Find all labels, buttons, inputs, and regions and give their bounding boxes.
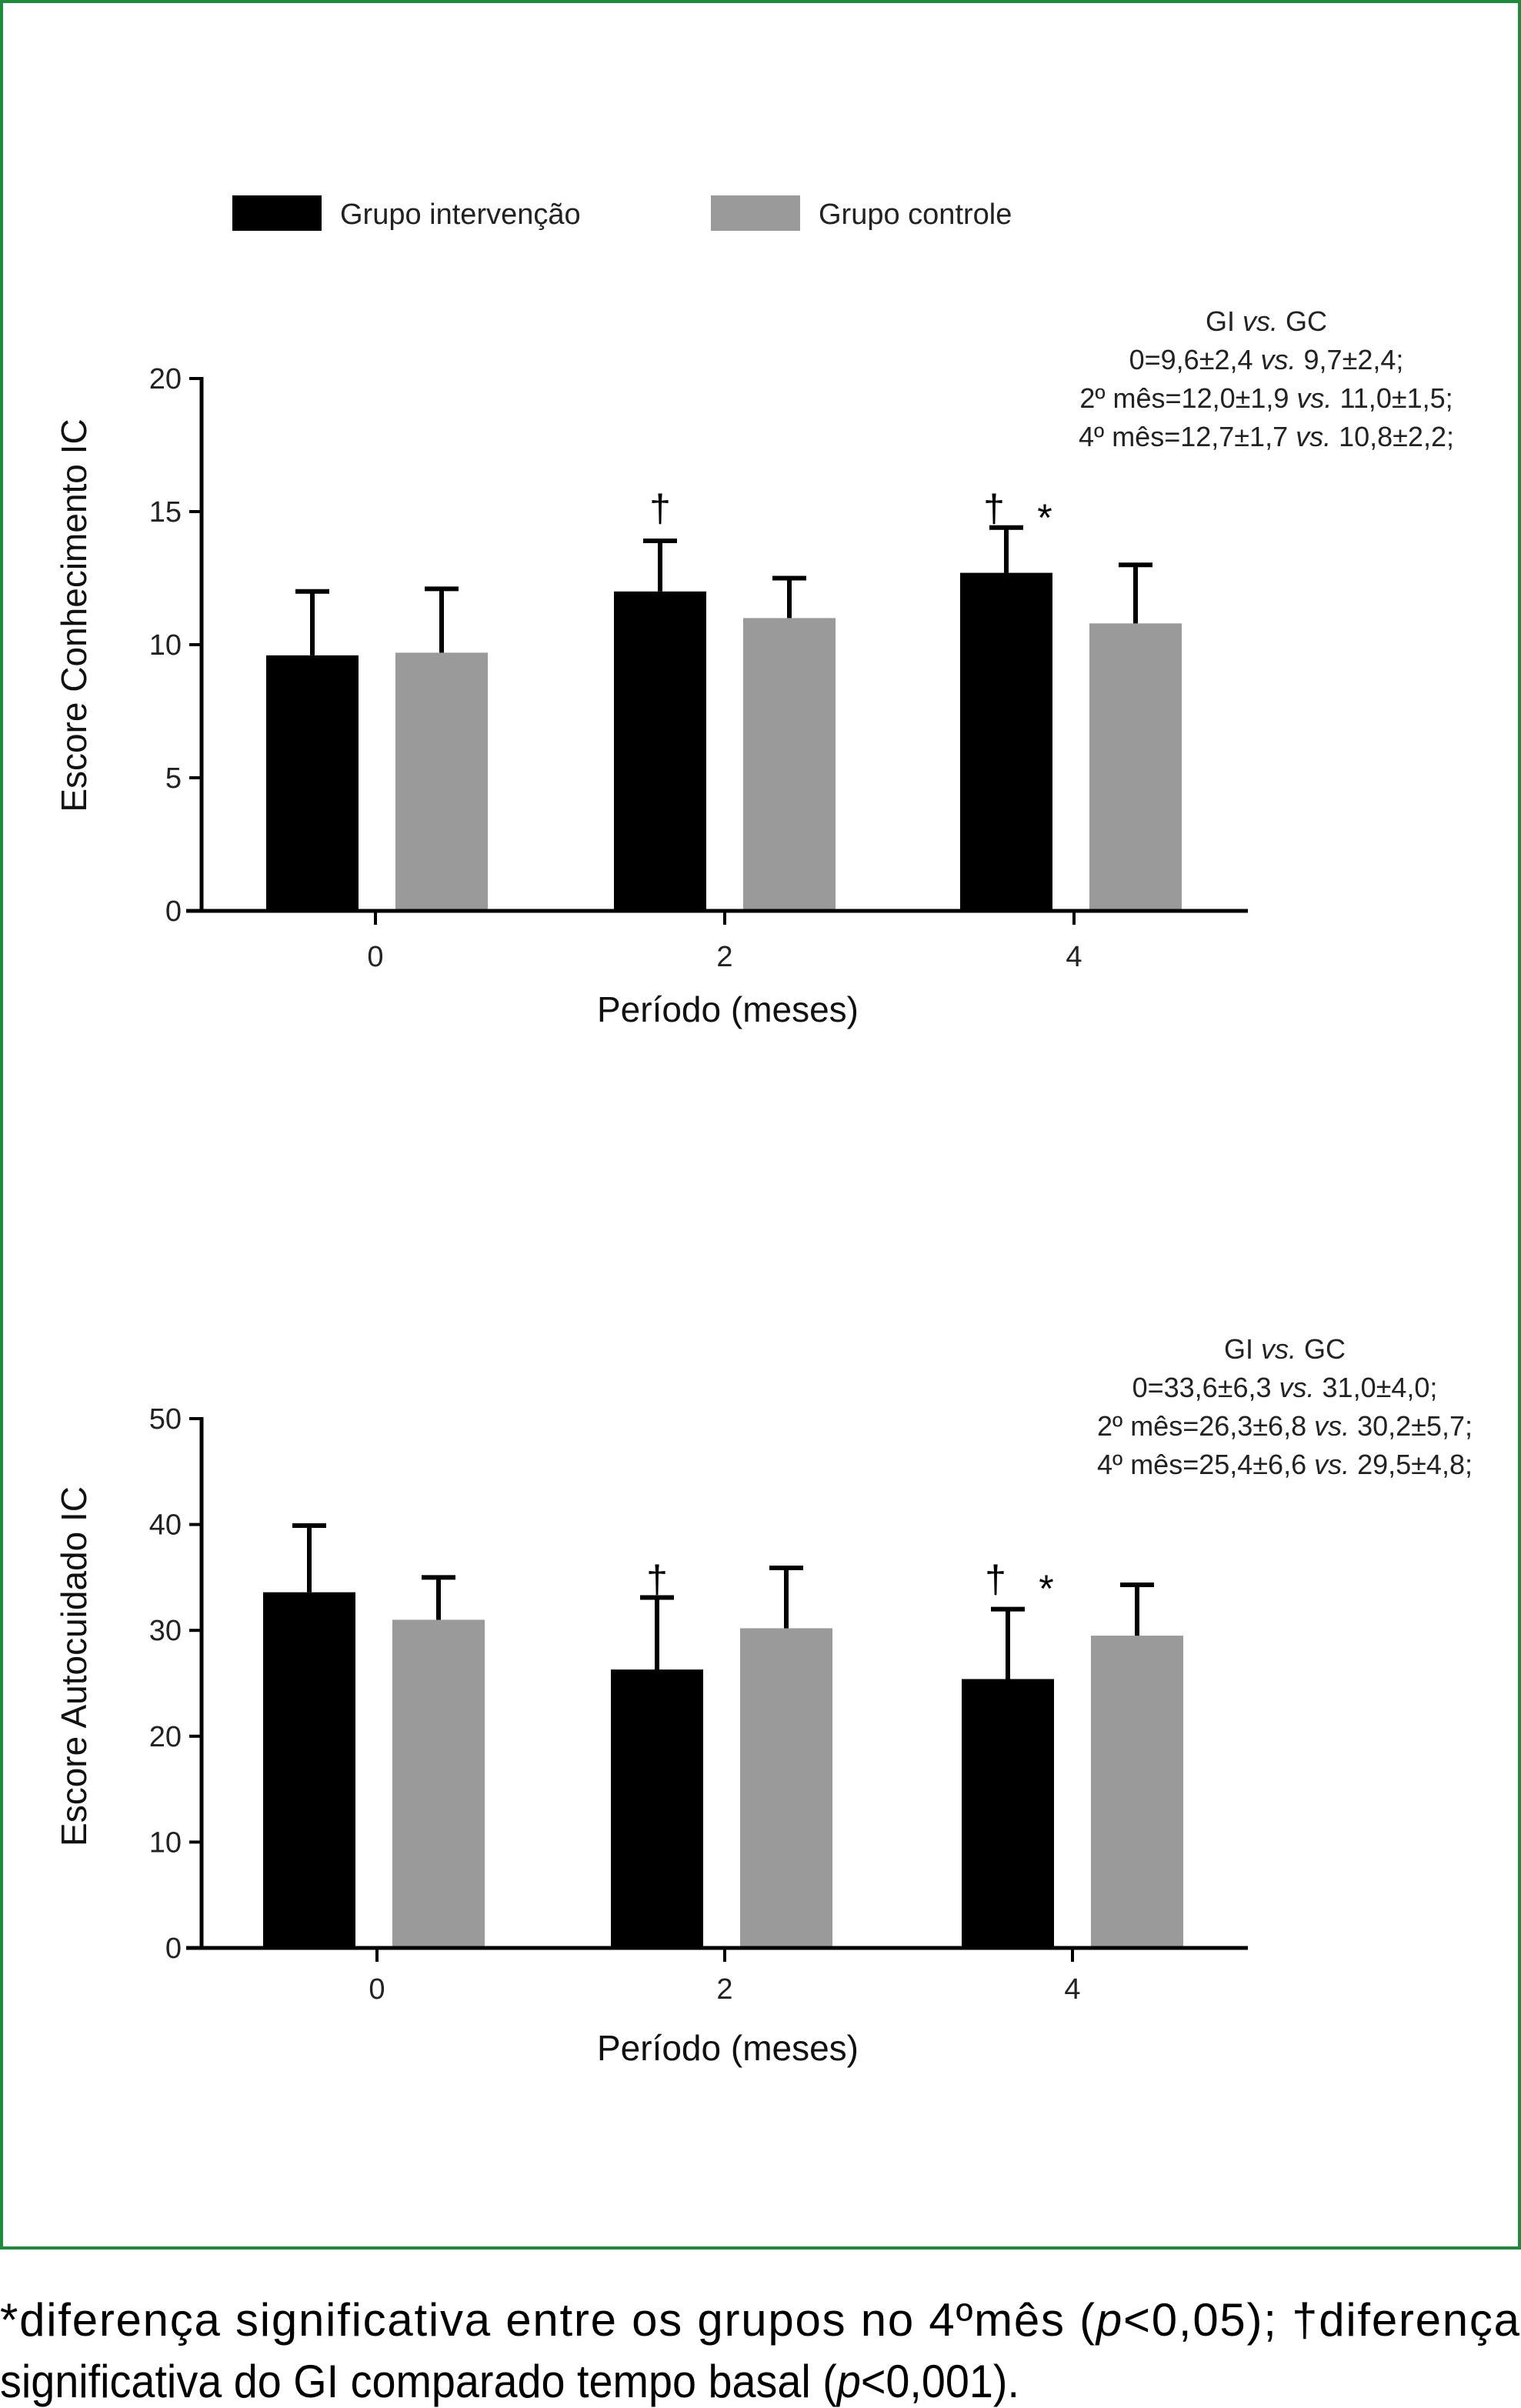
bar-control-0 <box>392 1619 485 1948</box>
bar-intervention-0 <box>263 1592 355 1948</box>
legend-swatch <box>232 195 322 231</box>
bar-intervention-0 <box>266 655 359 911</box>
x-tick-label: 4 <box>1066 941 1082 973</box>
legend-label: Grupo intervenção <box>340 198 581 231</box>
annotation-line: 4º mês=25,4±6,6 vs. 29,5±4,8; <box>1097 1449 1473 1480</box>
x-axis-title: Período (meses) <box>597 2028 859 2068</box>
bar-control-4 <box>1089 623 1182 911</box>
chart-selfcare-score: 0 10 20 30 40 50 0 2 4 Período (meses) Escore Auto… <box>54 1333 1473 2068</box>
y-axis-title: Escore Conhecimento IC <box>54 419 94 812</box>
legend: Grupo intervenção Grupo controle <box>232 195 1012 231</box>
legend-swatch <box>711 195 800 231</box>
y-tick-label: 20 <box>149 363 182 395</box>
x-axis-title: Período (meses) <box>597 989 859 1029</box>
y-tick-label: 5 <box>165 762 182 795</box>
significance-dagger: † <box>649 487 671 530</box>
y-tick-label: 10 <box>149 1826 182 1859</box>
significance-dagger: † <box>646 1558 668 1601</box>
y-tick-label: 0 <box>165 1933 182 1965</box>
chart-knowledge-score: 0 5 10 15 20 0 2 4 Período (meses) Escore Conheci… <box>54 305 1454 1029</box>
bar-control-4 <box>1091 1636 1183 1948</box>
annotation-title: GI vs. GC <box>1224 1333 1346 1365</box>
figure-frame <box>0 0 1521 2250</box>
significance-dagger: † <box>983 487 1005 530</box>
annotation-line: 0=9,6±2,4 vs. 9,7±2,4; <box>1129 344 1404 375</box>
bar-control-2 <box>740 1628 832 1948</box>
annotation-line: 2º mês=12,0±1,9 vs. 11,0±1,5; <box>1079 382 1453 414</box>
bar-intervention-4 <box>960 572 1052 911</box>
bar-intervention-4 <box>962 1679 1054 1948</box>
significance-asterisk: * <box>1039 1567 1053 1610</box>
annotation-line: 2º mês=26,3±6,8 vs. 30,2±5,7; <box>1097 1410 1473 1442</box>
x-tick-label: 2 <box>716 941 732 973</box>
bar-intervention-2 <box>611 1669 703 1948</box>
y-tick-label: 15 <box>149 496 182 529</box>
y-axis-title: Escore Autocuidado IC <box>54 1486 94 1846</box>
y-tick-label: 40 <box>149 1509 182 1542</box>
significance-dagger: † <box>985 1558 1006 1601</box>
bar-control-0 <box>395 652 488 911</box>
legend-label: Grupo controle <box>819 198 1012 231</box>
x-tick-label: 0 <box>369 1973 385 2006</box>
significance-asterisk: * <box>1037 496 1052 539</box>
y-tick-label: 50 <box>149 1403 182 1436</box>
annotation-line: 4º mês=12,7±1,7 vs. 10,8±2,2; <box>1079 421 1454 452</box>
caption-line-1: *diferença significativa entre os grupos… <box>0 2294 1520 2346</box>
y-tick-label: 10 <box>149 629 182 662</box>
annotation-line: 0=33,6±6,3 vs. 31,0±4,0; <box>1132 1372 1438 1403</box>
y-tick-label: 20 <box>149 1721 182 1753</box>
bar-intervention-2 <box>614 591 706 911</box>
x-tick-label: 4 <box>1064 1973 1080 2006</box>
caption-line-2: significativa do GI comparado tempo basa… <box>0 2356 1019 2407</box>
y-tick-label: 30 <box>149 1615 182 1647</box>
x-tick-label: 2 <box>716 1973 732 2006</box>
y-tick-label: 0 <box>165 895 182 928</box>
x-tick-label: 0 <box>367 941 383 973</box>
annotation-title: GI vs. GC <box>1206 305 1327 337</box>
bar-control-2 <box>743 618 836 911</box>
